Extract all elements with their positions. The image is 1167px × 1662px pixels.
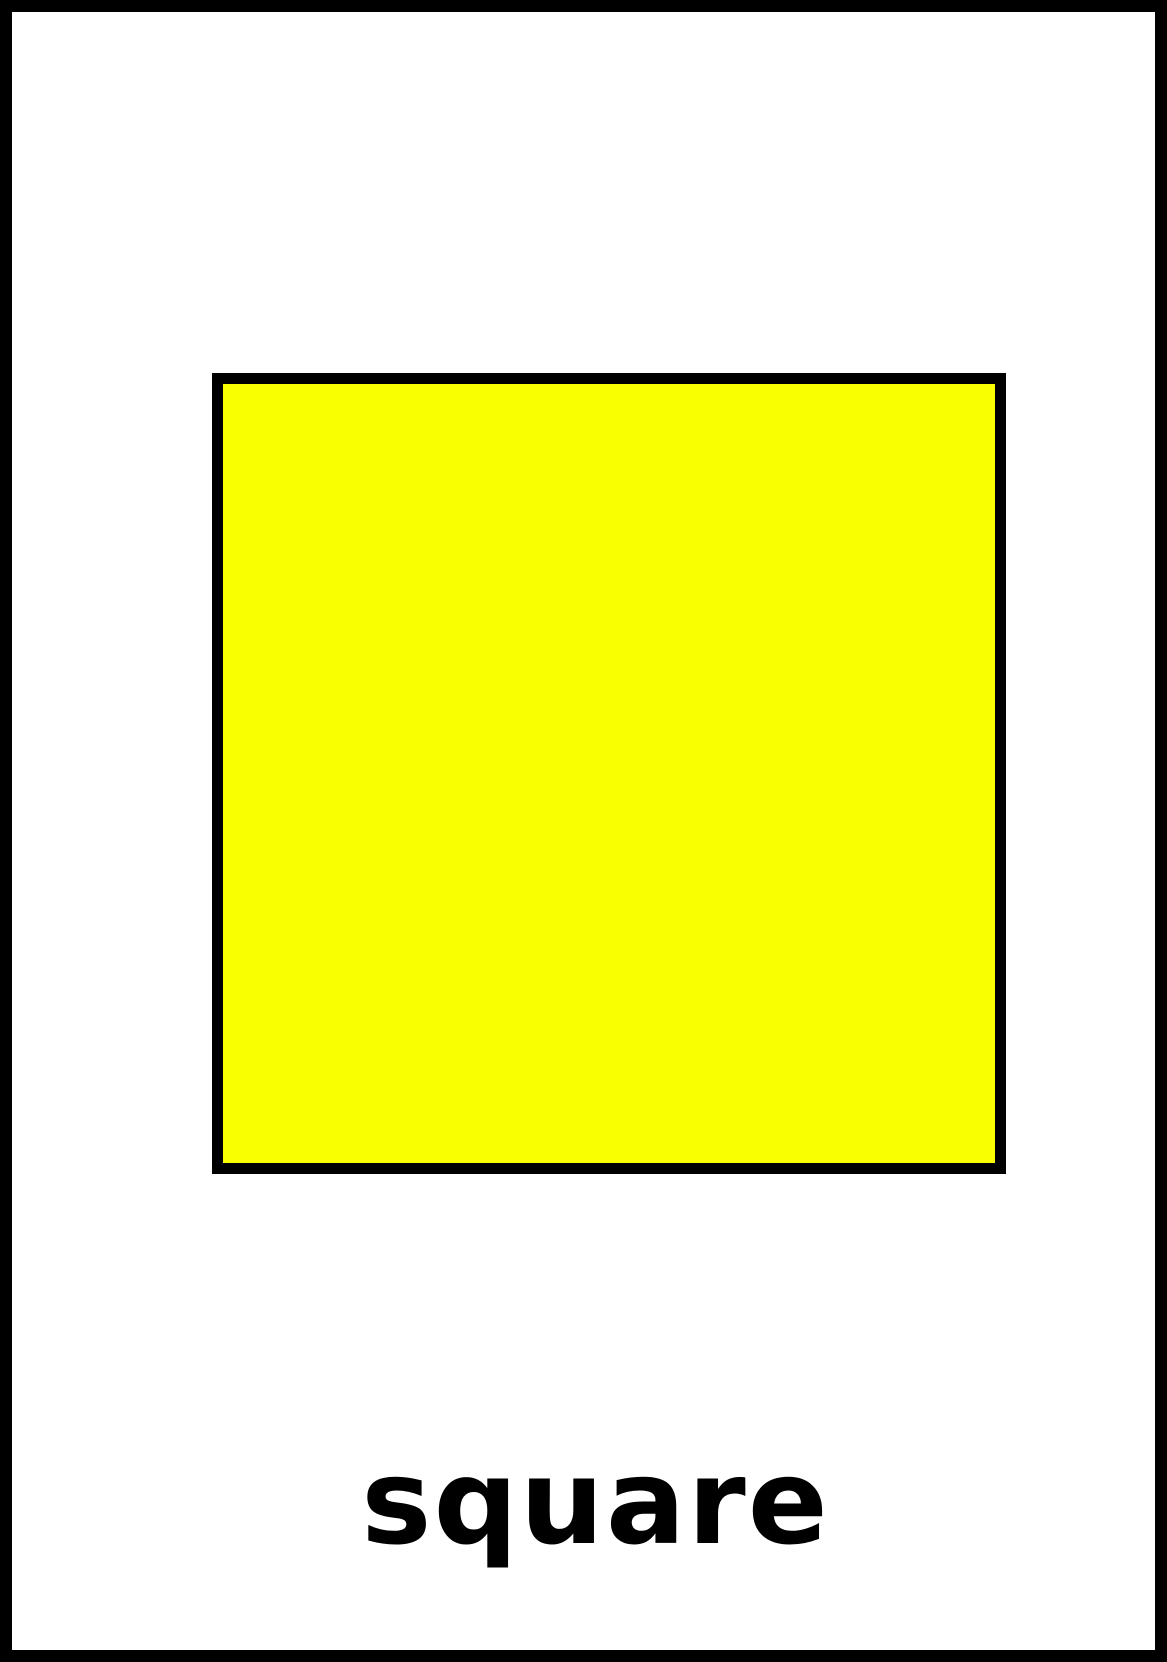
square-shape	[212, 373, 1006, 1174]
shape-name-label: square	[361, 1433, 830, 1571]
